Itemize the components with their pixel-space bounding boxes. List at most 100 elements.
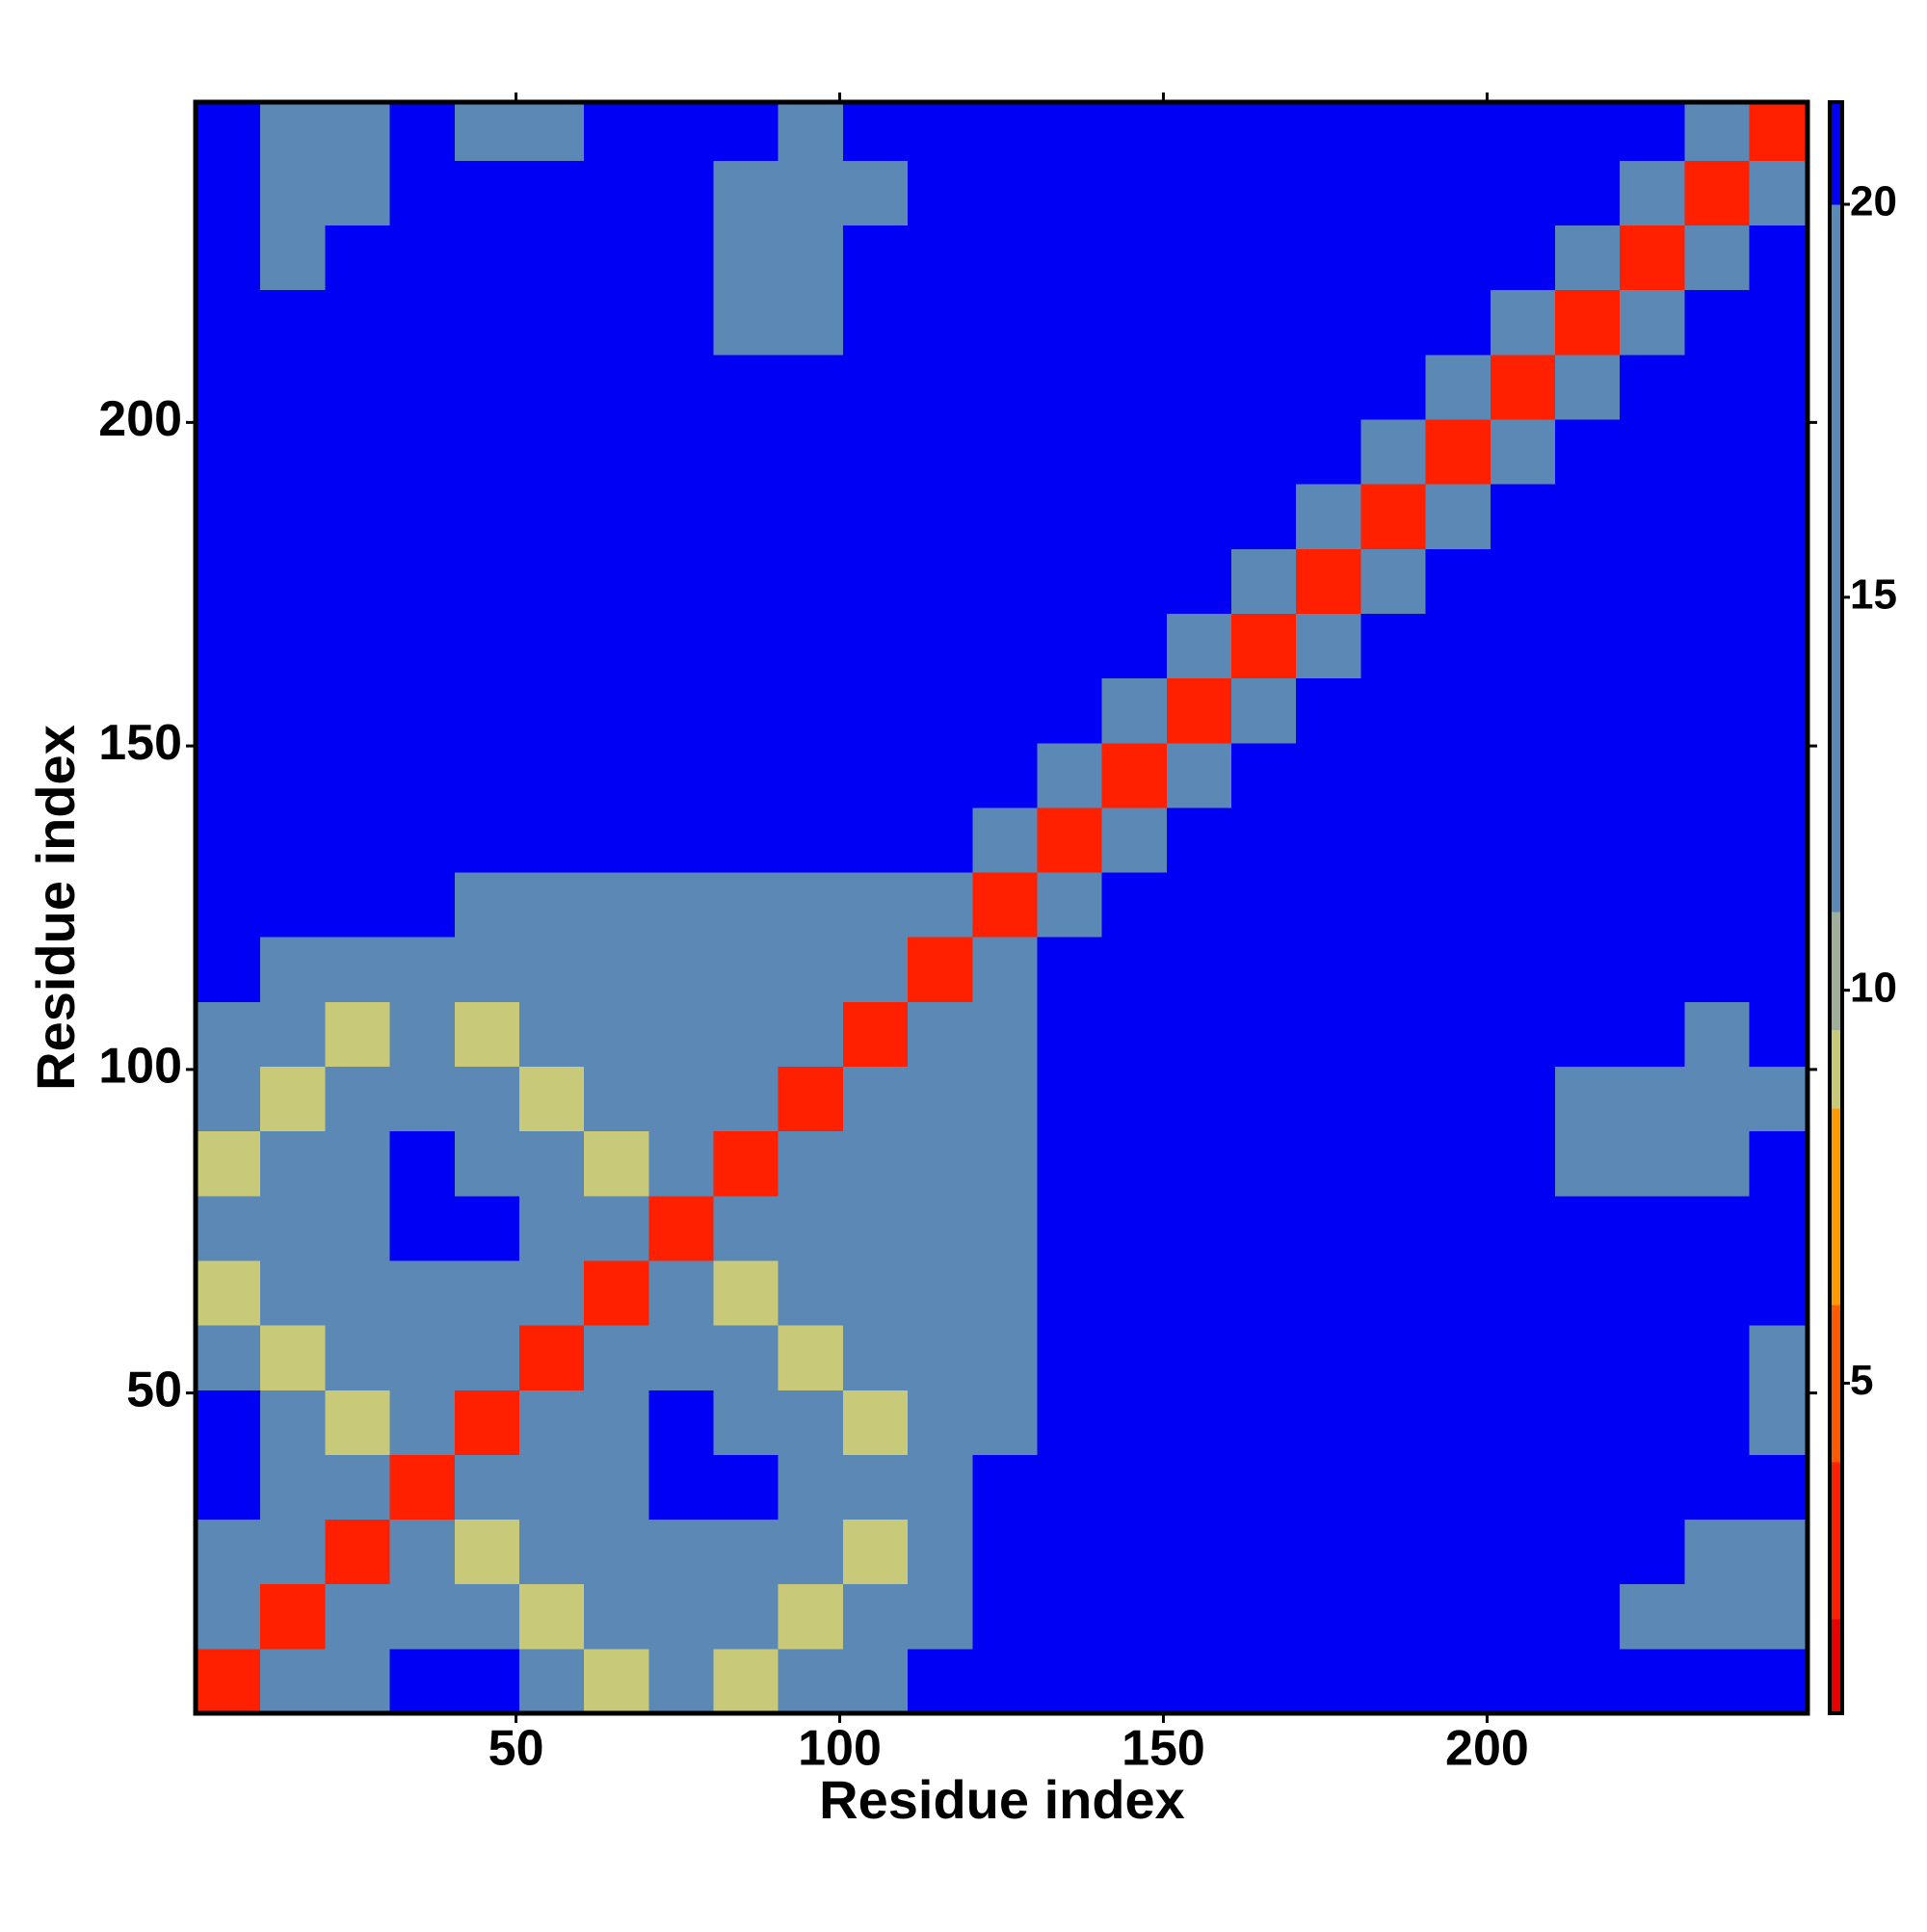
heatmap-cell [842,1259,909,1326]
heatmap-cell [908,1519,973,1585]
heatmap-cell [1620,419,1685,485]
heatmap-cell [908,1389,973,1455]
heatmap-cell [454,1454,520,1521]
heatmap-cell [1296,872,1361,938]
heatmap-cell [1360,160,1427,226]
heatmap-cell [1360,289,1427,356]
heatmap-cell [1296,289,1361,356]
heatmap-cell [1166,548,1232,614]
heatmap-cell [1296,742,1361,808]
heatmap-cell [1101,102,1168,161]
heatmap-cell [260,419,326,485]
heatmap-cell [260,1325,326,1390]
heatmap-cell [1749,1583,1808,1650]
heatmap-cell [778,742,844,808]
heatmap-cell [972,289,1038,356]
heatmap-cell [1296,1195,1361,1261]
heatmap-cell [778,225,844,291]
heatmap-cell [584,807,649,873]
heatmap-cell [1749,102,1808,161]
heatmap-cell [972,1389,1038,1455]
heatmap-cell [648,419,715,485]
heatmap-cell [584,1066,649,1132]
heatmap-cell [389,1583,456,1650]
heatmap-cell [1749,1259,1808,1326]
heatmap-cell [1749,1648,1808,1714]
heatmap-cell [1101,1001,1168,1068]
heatmap-cell [1166,1195,1232,1261]
heatmap-cell [584,937,649,1002]
heatmap-cell [584,160,649,226]
heatmap-cell [1425,484,1491,549]
heatmap-cell [1425,1066,1491,1132]
heatmap-cell [389,160,456,226]
heatmap-cell [1037,354,1103,420]
heatmap-cell [325,1195,391,1261]
heatmap-cell [1037,677,1103,744]
heatmap-cell [1554,1325,1621,1390]
heatmap-cell [713,807,779,873]
heatmap-cell [713,742,779,808]
heatmap-cell [842,289,909,356]
heatmap-cell [1231,225,1297,291]
heatmap-cell [389,354,456,420]
heatmap-cell [325,872,391,938]
heatmap-cell [1554,548,1621,614]
heatmap-cell [1037,872,1103,938]
heatmap-cell [454,225,520,291]
heatmap-cell [842,102,909,161]
heatmap-cell [1166,1389,1232,1455]
heatmap-cell [713,354,779,420]
heatmap-cell [972,225,1038,291]
plot-frame [193,99,1810,1716]
heatmap-cell [1684,225,1751,291]
heatmap-cell [778,548,844,614]
heatmap-cell [1749,613,1808,679]
heatmap-cell [1166,1519,1232,1585]
heatmap-cell [1684,1519,1751,1585]
heatmap-cell [648,872,715,938]
heatmap-cell [713,289,779,356]
heatmap-cell [1166,677,1232,744]
heatmap-cell [1037,1001,1103,1068]
heatmap-cell [196,289,261,356]
heatmap-cell [1101,225,1168,291]
heatmap-cell [1166,807,1232,873]
heatmap-cell [1425,1583,1491,1650]
heatmap-cell [1620,742,1685,808]
heatmap-cell [1166,354,1232,420]
heatmap-cell [260,548,326,614]
heatmap-cell [260,1389,326,1455]
heatmap-cell [842,1519,909,1585]
heatmap-cell [196,1259,261,1326]
heatmap-cell [518,1389,585,1455]
heatmap-cell [713,548,779,614]
x-tick-label: 50 [488,1721,544,1777]
heatmap-cell [1490,937,1556,1002]
heatmap-cell [713,419,779,485]
heatmap-cell [1360,742,1427,808]
heatmap-cell [1037,1389,1103,1455]
heatmap-cell [1101,1130,1168,1197]
heatmap-cell [713,1325,779,1390]
heatmap-cell [518,225,585,291]
heatmap-cell [972,1325,1038,1390]
heatmap-cell [325,742,391,808]
heatmap-cell [1620,548,1685,614]
heatmap-cell [1231,548,1297,614]
heatmap-cell [778,807,844,873]
heatmap-cell [1360,225,1427,291]
heatmap-cell [196,613,261,679]
heatmap-cell [518,1259,585,1326]
heatmap-cell [972,937,1038,1002]
heatmap-cell [325,102,391,161]
heatmap-cell [1620,807,1685,873]
heatmap-cell [1296,1001,1361,1068]
heatmap-cell [1425,1454,1491,1521]
heatmap-cell [389,677,456,744]
heatmap-cell [1425,1001,1491,1068]
heatmap-cell [454,1648,520,1714]
heatmap-cell [1490,1583,1556,1650]
heatmap-cell [1231,1130,1297,1197]
heatmap-cell [518,102,585,161]
